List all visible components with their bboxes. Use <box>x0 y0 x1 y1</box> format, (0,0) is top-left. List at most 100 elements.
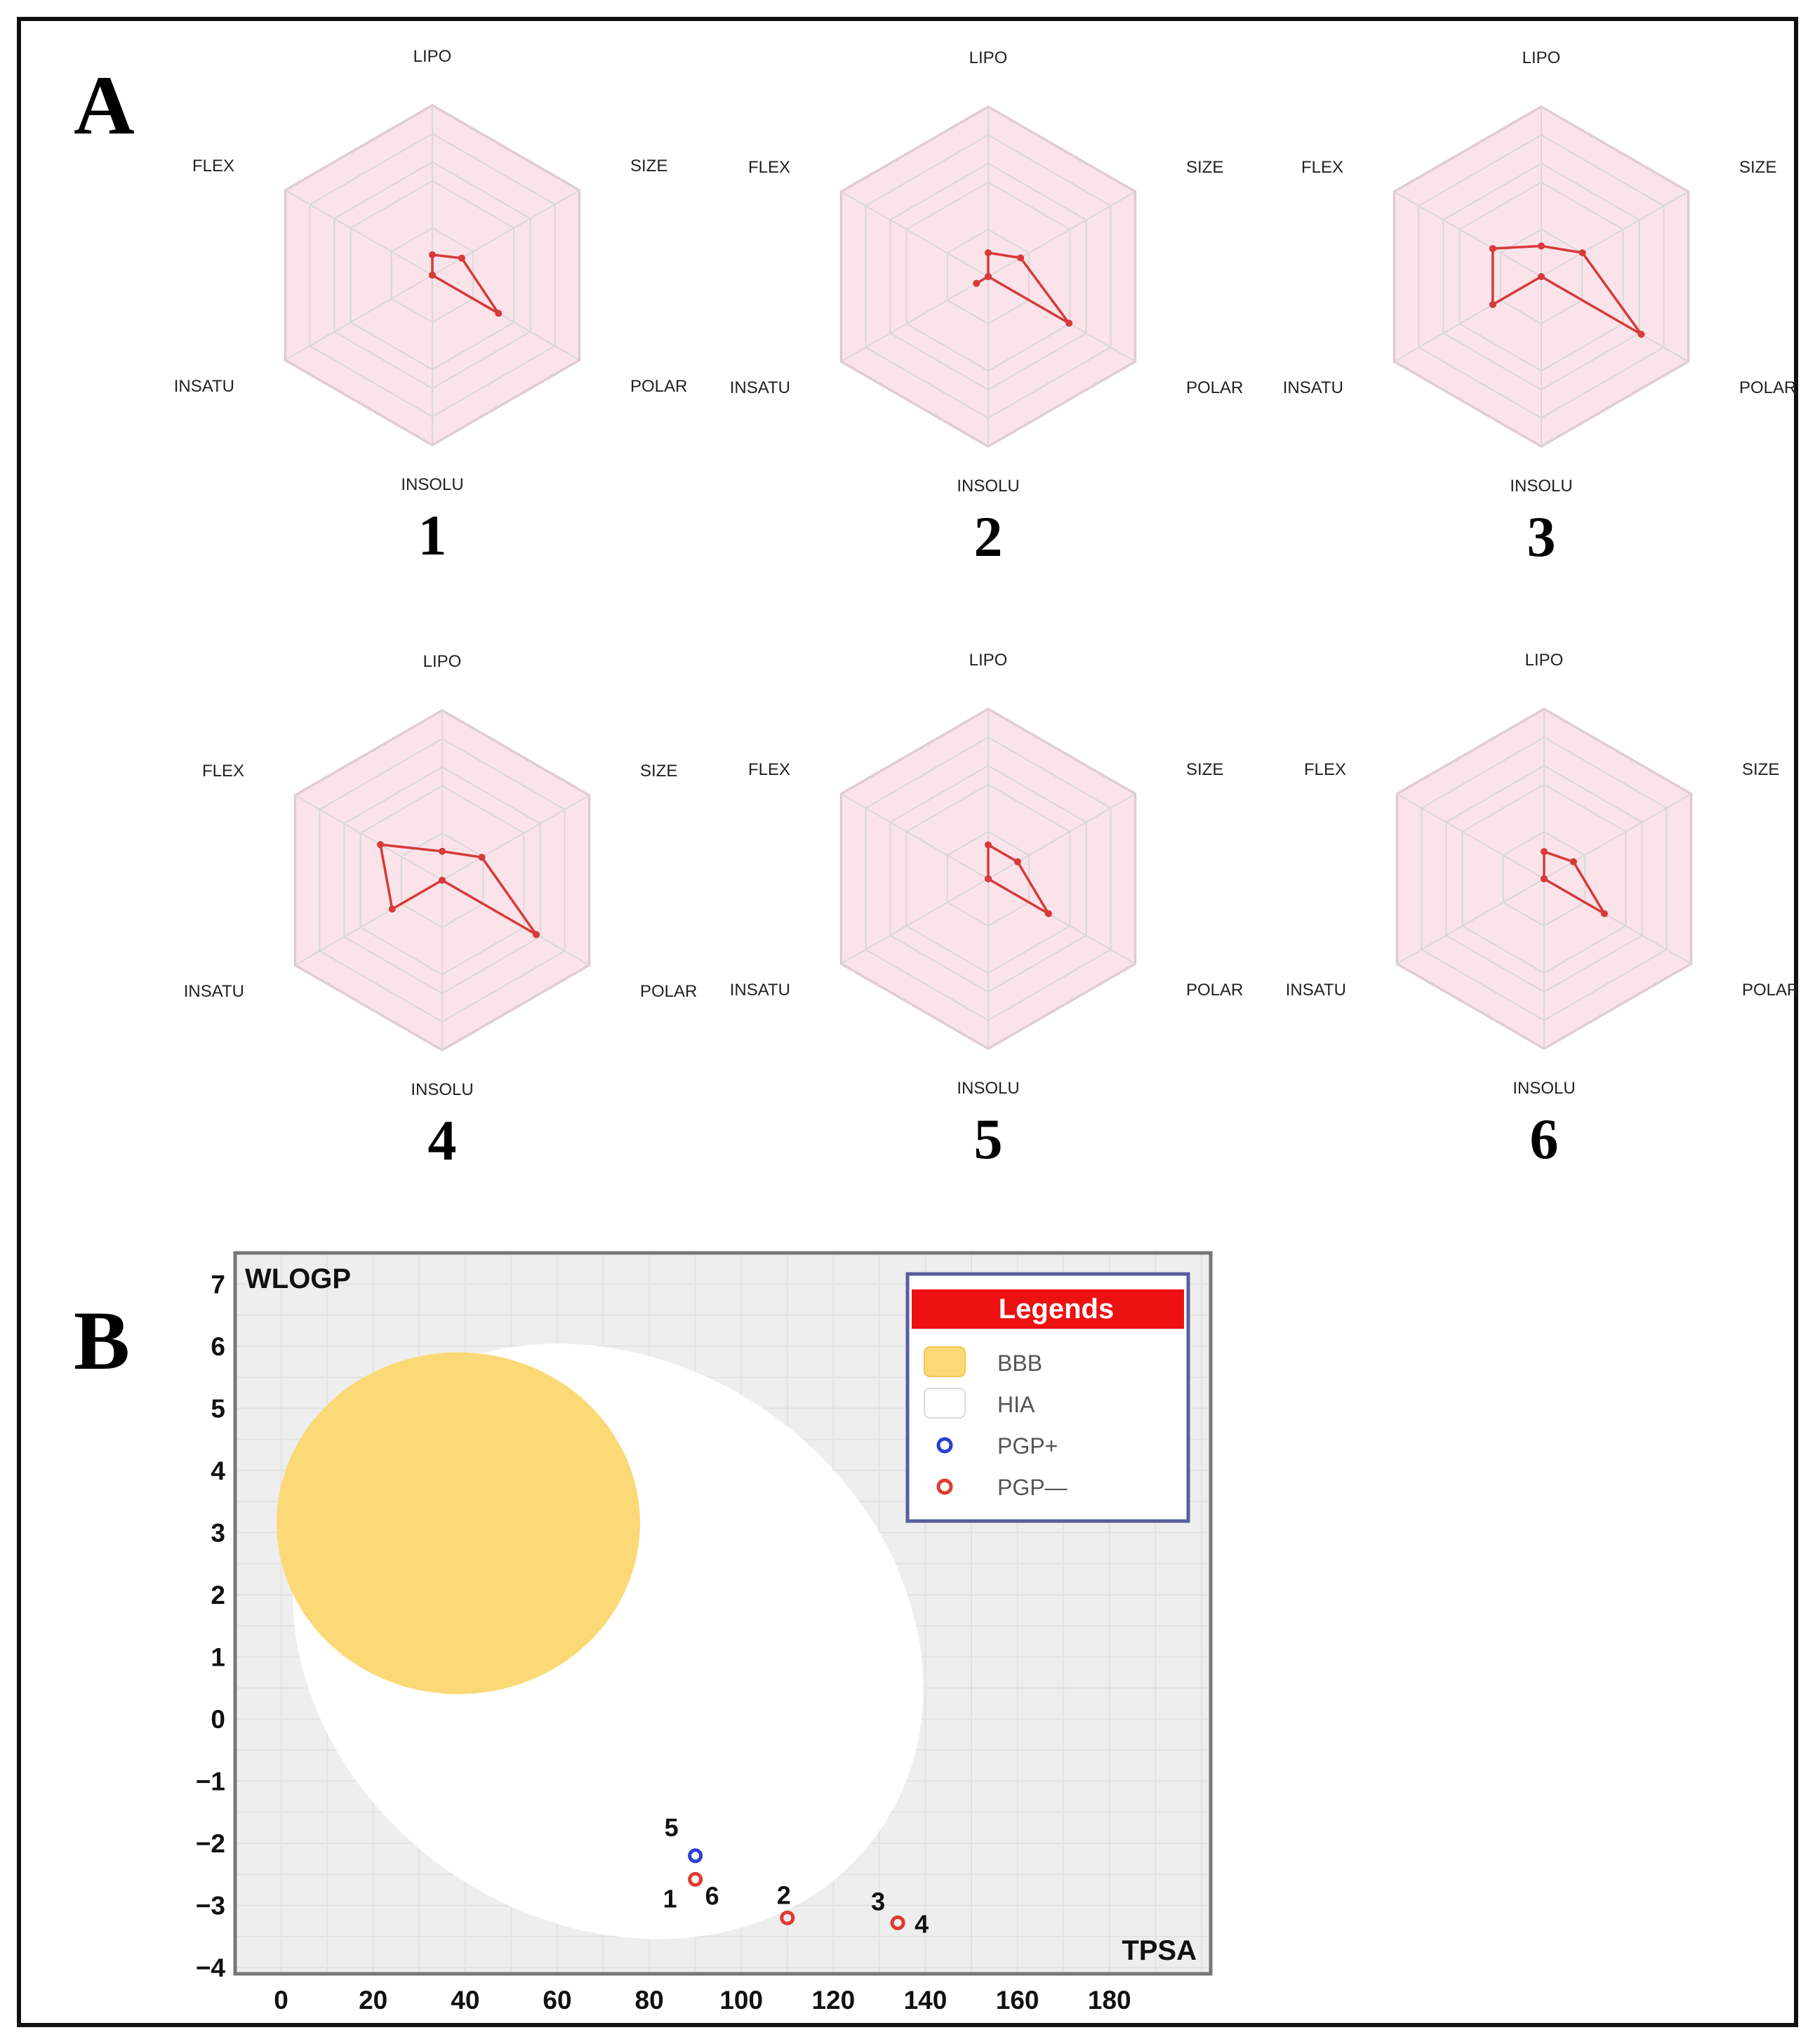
region-bbb <box>277 1352 640 1694</box>
radar-spoke <box>840 191 989 277</box>
point-marker-2 <box>780 1910 795 1925</box>
radar-axis-label-polar: POLAR <box>1739 378 1796 397</box>
x-tick-20: 20 <box>359 1986 387 2015</box>
radar-spoke <box>1396 878 1545 964</box>
radar-point-insatu <box>973 279 980 287</box>
radar-axis-label-polar: POLAR <box>1186 981 1243 1000</box>
radar-spoke <box>294 795 443 881</box>
radar-axis-label-insolu: INSOLU <box>1510 477 1572 496</box>
radar-axis-label-insolu: INSOLU <box>401 475 463 494</box>
point-marker-3 <box>890 1915 905 1930</box>
legend-label-pgp-minus: PGP— <box>997 1475 1068 1500</box>
x-tick-160: 160 <box>996 1986 1039 2015</box>
radar-chart-3: LIPO SIZE POLAR INSOLU INSATU FLEX 3 <box>1283 48 1797 569</box>
legend-swatch-bbb <box>924 1346 966 1377</box>
panel-a-label: A <box>74 58 135 152</box>
x-tick-140: 140 <box>904 1986 948 2015</box>
radar-axis-label-flex: FLEX <box>748 158 790 177</box>
radar-axis-label-flex: FLEX <box>202 762 244 781</box>
x-axis-title: TPSA <box>1122 1935 1197 1966</box>
y-tick-1: −1 <box>196 1767 225 1796</box>
radar-axis-label-insolu: INSOLU <box>411 1080 473 1099</box>
point-label-3: 3 <box>871 1887 885 1916</box>
radar-axis-label-lipo: LIPO <box>969 48 1008 67</box>
legend-marker-pgp-plus <box>936 1437 953 1454</box>
point-marker-1 <box>688 1871 703 1887</box>
radar-axis-label-lipo: LIPO <box>1522 48 1561 67</box>
radar-axis-label-insolu: INSOLU <box>957 1079 1019 1098</box>
radar-axis-label-lipo: LIPO <box>969 651 1008 670</box>
radar-chart-4: LIPO SIZE POLAR INSOLU INSATU FLEX 4 <box>184 652 698 1172</box>
radar-axis-label-insolu: INSOLU <box>1512 1079 1575 1098</box>
y-tick-6: 6 <box>211 1332 225 1361</box>
radar-axis-label-polar: POLAR <box>1742 981 1799 1000</box>
radar-axis-label-size: SIZE <box>630 157 667 175</box>
legend-label-bbb: BBB <box>997 1350 1042 1376</box>
radar-point-lipo <box>1538 242 1545 250</box>
radar-point-flex <box>1541 875 1548 882</box>
x-tick-80: 80 <box>635 1986 664 2015</box>
point-label-1: 1 <box>663 1884 677 1913</box>
legend-swatch-hia <box>924 1388 966 1419</box>
radar-axis-label-flex: FLEX <box>192 157 234 175</box>
radar-axis-label-polar: POLAR <box>1186 378 1243 397</box>
radar-axis-label-lipo: LIPO <box>1525 651 1564 670</box>
radar-point-polar <box>533 931 540 938</box>
radar-axis-label-size: SIZE <box>640 762 677 781</box>
radar-axis-label-size: SIZE <box>1739 158 1776 177</box>
radar-point-size <box>478 854 486 861</box>
radar-axis-label-insatu: INSATU <box>184 982 244 1001</box>
axis-ticks: 0 20 40 60 80 100 120 140 160 180 7 6 5 4 3 2 1 0 −1 −2 −3 −4 <box>196 1270 1131 2015</box>
radar-point-polar <box>495 310 503 317</box>
compound-label-3: 3 <box>1527 505 1556 569</box>
y-tick-2: 2 <box>211 1581 225 1610</box>
point-label-2: 2 <box>777 1880 791 1909</box>
x-tick-60: 60 <box>543 1986 571 2015</box>
radar-axis-label-flex: FLEX <box>1304 760 1346 779</box>
radar-point-lipo <box>429 251 436 258</box>
radar-axis-label-lipo: LIPO <box>423 652 462 671</box>
radar-axis-label-flex: FLEX <box>1301 158 1343 177</box>
panel-b-label: B <box>74 1294 130 1387</box>
radar-axis-label-lipo: LIPO <box>413 47 452 66</box>
radar-point-size <box>1017 254 1025 262</box>
radar-spoke <box>284 274 433 361</box>
radar-chart-5: LIPO SIZE POLAR INSOLU INSATU FLEX 5 <box>730 651 1244 1171</box>
y-tick-1: 1 <box>211 1642 225 1671</box>
radar-spoke <box>988 793 1136 880</box>
radar-spoke <box>1543 793 1692 880</box>
radar-point-flex <box>377 841 385 849</box>
radar-point-flex <box>1489 245 1496 253</box>
compound-label-5: 5 <box>974 1107 1003 1171</box>
radar-point-size <box>1569 858 1577 865</box>
radar-point-size <box>1578 249 1586 257</box>
compound-label-2: 2 <box>974 505 1003 569</box>
radar-axis-label-insatu: INSATU <box>174 377 234 396</box>
plot-frame <box>233 1251 1213 1976</box>
y-tick-7: 7 <box>211 1270 225 1299</box>
radar-point-lipo <box>439 847 446 855</box>
radar-point-lipo <box>1541 848 1548 856</box>
point-marker-5 <box>688 1848 703 1864</box>
radar-axis-label-size: SIZE <box>1186 760 1223 779</box>
point-label-5: 5 <box>665 1813 679 1842</box>
radar-charts: LIPO SIZE POLAR INSOLU INSATU FLEX 1 LIPO SIZE PO… <box>174 47 1800 1172</box>
radar-spoke <box>1396 793 1545 880</box>
radar-axis-label-size: SIZE <box>1186 158 1223 177</box>
y-tick-3: 3 <box>211 1518 225 1547</box>
radar-point-insolu <box>1538 273 1545 280</box>
radar-point-flex <box>985 273 992 280</box>
radar-spoke <box>840 878 989 964</box>
x-tick-100: 100 <box>719 1986 763 2015</box>
legend: Legends BBB HIA PGP+ PGP— <box>905 1272 1190 1523</box>
x-tick-180: 180 <box>1088 1986 1131 2015</box>
radar-spoke <box>1393 191 1542 277</box>
radar-point-insolu <box>439 877 446 884</box>
radar-point-polar <box>1637 331 1645 338</box>
radar-axis-label-insatu: INSATU <box>730 981 790 1000</box>
radar-point-lipo <box>985 249 992 257</box>
radar-point-flex <box>429 272 436 279</box>
y-tick-0: 0 <box>211 1705 225 1734</box>
radar-axis-label-flex: FLEX <box>748 760 790 779</box>
